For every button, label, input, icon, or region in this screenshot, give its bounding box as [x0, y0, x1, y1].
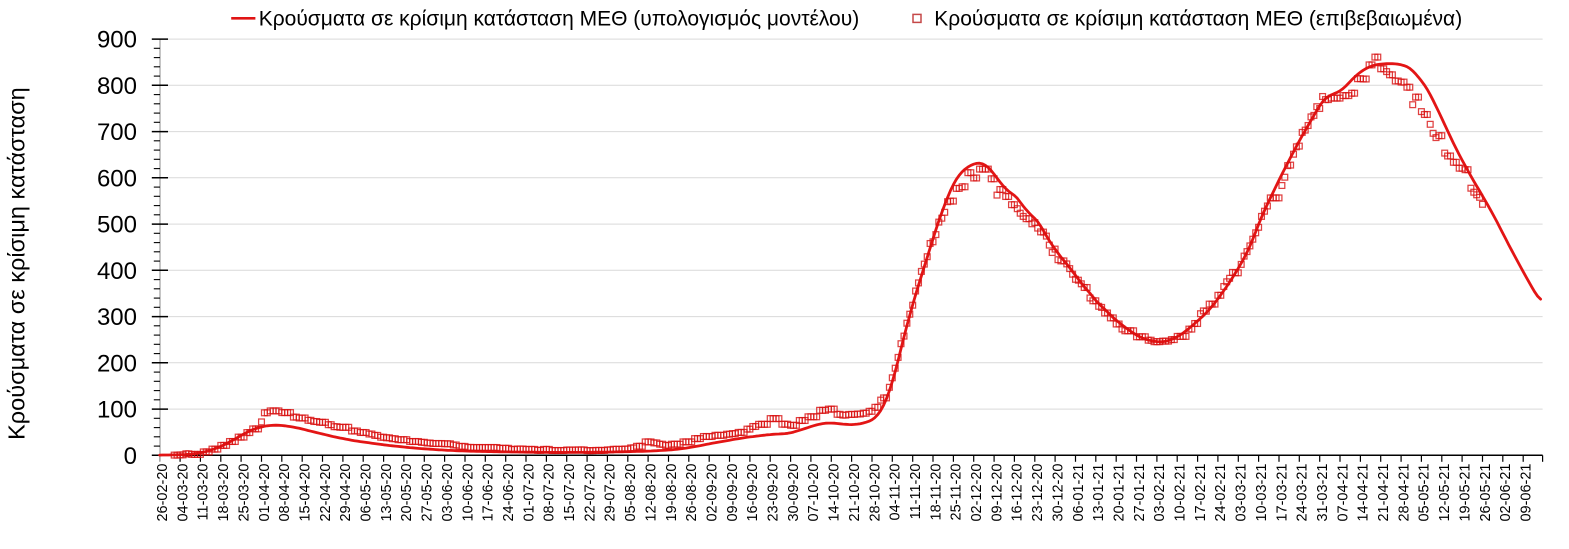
svg-text:05-05-21: 05-05-21 [1417, 464, 1433, 522]
svg-text:06-05-20: 06-05-20 [359, 464, 375, 522]
svg-text:23-12-20: 23-12-20 [1030, 464, 1046, 522]
svg-text:18-03-20: 18-03-20 [216, 464, 232, 522]
svg-text:15-07-20: 15-07-20 [562, 464, 578, 522]
svg-text:10-03-21: 10-03-21 [1254, 464, 1270, 522]
svg-text:01-07-20: 01-07-20 [521, 464, 537, 522]
svg-text:02-06-21: 02-06-21 [1498, 464, 1514, 522]
svg-text:Κρούσματα σε κρίσιμη κατάσταση: Κρούσματα σε κρίσιμη κατάσταση ΜΕΘ (υπολ… [259, 8, 860, 31]
svg-text:700: 700 [97, 119, 137, 146]
svg-text:02-09-20: 02-09-20 [705, 464, 721, 522]
svg-text:21-04-21: 21-04-21 [1376, 464, 1392, 522]
svg-text:400: 400 [97, 258, 137, 285]
svg-text:03-06-20: 03-06-20 [440, 464, 456, 522]
svg-text:26-02-20: 26-02-20 [155, 464, 171, 522]
svg-text:800: 800 [97, 73, 137, 100]
svg-text:22-07-20: 22-07-20 [582, 464, 598, 522]
svg-text:09-06-21: 09-06-21 [1519, 464, 1535, 522]
svg-text:20-05-20: 20-05-20 [399, 464, 415, 522]
svg-text:30-09-20: 30-09-20 [786, 464, 802, 522]
svg-text:12-08-20: 12-08-20 [643, 464, 659, 522]
svg-text:20-01-21: 20-01-21 [1112, 464, 1128, 522]
svg-text:06-01-21: 06-01-21 [1071, 464, 1087, 522]
svg-text:24-06-20: 24-06-20 [501, 464, 517, 522]
svg-text:03-02-21: 03-02-21 [1152, 464, 1168, 522]
svg-text:21-10-20: 21-10-20 [847, 464, 863, 522]
svg-text:26-08-20: 26-08-20 [684, 464, 700, 522]
svg-text:28-04-21: 28-04-21 [1396, 464, 1412, 522]
svg-text:11-03-20: 11-03-20 [196, 464, 212, 521]
svg-text:17-02-21: 17-02-21 [1193, 464, 1209, 522]
svg-text:13-05-20: 13-05-20 [379, 464, 395, 522]
svg-text:15-04-20: 15-04-20 [298, 464, 314, 522]
svg-text:04-11-20: 04-11-20 [888, 464, 904, 521]
svg-text:Κρούσματα σε κρίσιμη κατάσταση: Κρούσματα σε κρίσιμη κατάσταση [4, 87, 30, 440]
svg-text:27-01-21: 27-01-21 [1132, 464, 1148, 522]
svg-text:08-07-20: 08-07-20 [542, 464, 558, 522]
svg-text:300: 300 [97, 304, 137, 331]
svg-text:500: 500 [97, 212, 137, 239]
svg-text:13-01-21: 13-01-21 [1091, 464, 1107, 522]
svg-text:07-04-21: 07-04-21 [1335, 464, 1351, 522]
svg-text:10-02-21: 10-02-21 [1173, 464, 1189, 522]
svg-text:09-09-20: 09-09-20 [725, 464, 741, 522]
svg-text:14-04-21: 14-04-21 [1356, 464, 1372, 522]
svg-text:05-08-20: 05-08-20 [623, 464, 639, 522]
svg-text:30-12-20: 30-12-20 [1050, 464, 1066, 522]
svg-text:17-03-21: 17-03-21 [1274, 464, 1290, 522]
svg-text:25-11-20: 25-11-20 [949, 464, 965, 521]
svg-text:24-02-21: 24-02-21 [1213, 464, 1229, 522]
svg-text:04-03-20: 04-03-20 [175, 464, 191, 522]
svg-text:19-08-20: 19-08-20 [664, 464, 680, 522]
svg-text:03-03-21: 03-03-21 [1234, 464, 1250, 522]
svg-text:Κρούσματα σε κρίσιμη κατάσταση: Κρούσματα σε κρίσιμη κατάσταση ΜΕΘ (επιβ… [934, 8, 1462, 31]
svg-text:17-06-20: 17-06-20 [481, 464, 497, 522]
svg-text:08-04-20: 08-04-20 [277, 464, 293, 522]
svg-text:600: 600 [97, 165, 137, 192]
svg-text:11-11-20: 11-11-20 [908, 464, 924, 520]
svg-text:19-05-21: 19-05-21 [1457, 464, 1473, 522]
svg-text:22-04-20: 22-04-20 [318, 464, 334, 522]
svg-text:09-12-20: 09-12-20 [989, 464, 1005, 522]
svg-text:28-10-20: 28-10-20 [867, 464, 883, 522]
svg-text:100: 100 [97, 397, 137, 424]
svg-text:25-03-20: 25-03-20 [236, 464, 252, 522]
svg-text:31-03-21: 31-03-21 [1315, 464, 1331, 522]
svg-text:0: 0 [124, 443, 137, 470]
svg-text:01-04-20: 01-04-20 [257, 464, 273, 522]
svg-text:18-11-20: 18-11-20 [928, 464, 944, 521]
svg-text:02-12-20: 02-12-20 [969, 464, 985, 522]
svg-text:200: 200 [97, 350, 137, 377]
svg-text:900: 900 [97, 27, 137, 54]
svg-text:24-03-21: 24-03-21 [1295, 464, 1311, 522]
svg-text:26-05-21: 26-05-21 [1478, 464, 1494, 522]
svg-text:27-05-20: 27-05-20 [420, 464, 436, 522]
svg-text:12-05-21: 12-05-21 [1437, 464, 1453, 522]
svg-text:16-09-20: 16-09-20 [745, 464, 761, 522]
svg-text:16-12-20: 16-12-20 [1010, 464, 1026, 522]
svg-text:23-09-20: 23-09-20 [766, 464, 782, 522]
svg-text:07-10-20: 07-10-20 [806, 464, 822, 522]
svg-text:29-07-20: 29-07-20 [603, 464, 619, 522]
svg-text:10-06-20: 10-06-20 [460, 464, 476, 522]
svg-text:14-10-20: 14-10-20 [827, 464, 843, 522]
svg-text:29-04-20: 29-04-20 [338, 464, 354, 522]
